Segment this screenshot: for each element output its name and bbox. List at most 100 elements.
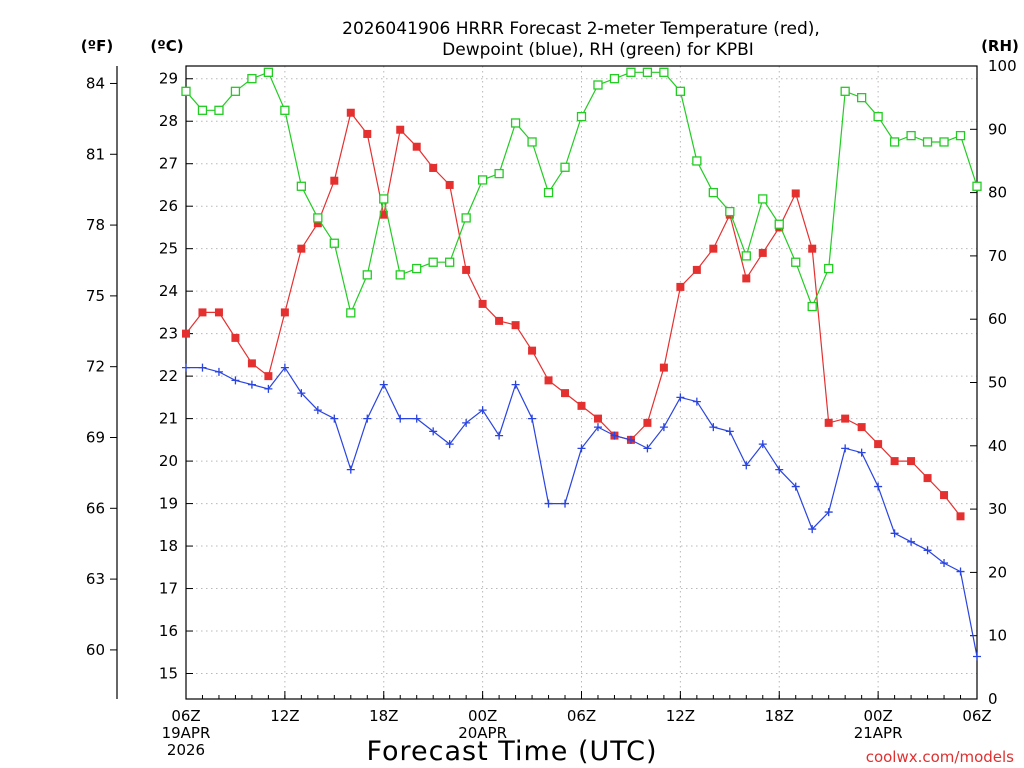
x-tick-label: 00Z xyxy=(863,707,892,725)
x-tick-label: 06Z xyxy=(171,707,200,725)
fahrenheit-tick-label: 81 xyxy=(86,145,105,163)
rh-point xyxy=(543,187,554,198)
temperature-point xyxy=(429,163,438,172)
celsius-tick-label: 21 xyxy=(159,410,178,428)
rh-tick-label: 70 xyxy=(988,247,1007,265)
dewpoint-point xyxy=(626,435,635,444)
celsius-tick-label: 18 xyxy=(159,537,178,555)
rh-point xyxy=(774,219,784,229)
fahrenheit-tick-label: 78 xyxy=(86,216,105,234)
fahrenheit-tick-label: 69 xyxy=(86,428,105,446)
temperature-point xyxy=(692,265,701,274)
temperature-point xyxy=(841,414,850,423)
rh-point xyxy=(758,194,768,204)
temperature-point xyxy=(659,363,668,372)
dewpoint-point xyxy=(198,363,207,372)
temperature-point xyxy=(264,372,273,381)
rh-point xyxy=(230,86,241,96)
rh-tick-label: 30 xyxy=(988,500,1007,518)
temperature-point xyxy=(676,282,685,291)
rh-point xyxy=(477,175,488,185)
x-tick-label: 12Z xyxy=(270,707,299,725)
dewpoint-point xyxy=(363,414,372,423)
temperature-point xyxy=(412,142,421,151)
dewpoint-point xyxy=(478,406,487,415)
rh-point xyxy=(362,270,372,280)
rh-point xyxy=(445,257,455,267)
fahrenheit-tick-label: 66 xyxy=(86,499,105,517)
temperature-point xyxy=(462,265,471,274)
celsius-tick-label: 25 xyxy=(159,240,178,258)
rh-point xyxy=(741,251,751,261)
rh-point xyxy=(494,168,504,179)
dewpoint-point xyxy=(495,431,504,440)
rh-point xyxy=(197,105,208,115)
rh-tick-label: 90 xyxy=(988,120,1007,138)
dewpoint-point xyxy=(412,414,421,423)
dewpoint-point xyxy=(445,440,454,449)
dewpoint-point xyxy=(593,423,602,432)
rh-point xyxy=(593,80,603,90)
temperature-point xyxy=(709,244,718,253)
rh-point xyxy=(642,67,653,77)
temperature-point xyxy=(824,418,833,427)
x-tick-label: 19APR xyxy=(162,724,211,742)
x-tick-label: 06Z xyxy=(567,707,596,725)
celsius-tick-label: 24 xyxy=(159,282,178,300)
temperature-point xyxy=(313,219,322,228)
temperature-point xyxy=(396,125,405,134)
dewpoint-point xyxy=(214,367,223,376)
dewpoint-point xyxy=(577,444,586,453)
dewpoint-point xyxy=(874,482,883,491)
dewpoint-point xyxy=(528,414,537,423)
x-tick-label: 18Z xyxy=(765,707,794,725)
rh-point xyxy=(181,86,191,96)
rh-tick-label: 10 xyxy=(988,627,1007,645)
temperature-point xyxy=(791,189,800,198)
dewpoint-point xyxy=(857,448,866,457)
dewpoint-point xyxy=(396,414,405,423)
temperature-point xyxy=(742,274,751,283)
dewpoint-point xyxy=(709,423,718,432)
dewpoint-point xyxy=(231,376,240,385)
rh-point xyxy=(247,74,257,84)
dewpoint-point xyxy=(643,444,652,453)
rh-point xyxy=(939,137,949,147)
rh-point xyxy=(873,111,883,122)
temperature-point xyxy=(297,244,306,253)
x-tick-label: 21APR xyxy=(854,724,903,742)
dewpoint-point xyxy=(973,652,981,661)
x-tick-label: 06Z xyxy=(962,707,991,725)
dewpoint-point xyxy=(841,444,850,453)
dewpoint-point xyxy=(280,363,289,372)
dewpoint-point xyxy=(610,431,619,440)
celsius-tick-label: 28 xyxy=(159,112,178,130)
dewpoint-point xyxy=(742,461,751,470)
temperature-point xyxy=(857,423,866,432)
x-tick-label: 00Z xyxy=(468,707,497,725)
dewpoint-point xyxy=(692,397,701,406)
rh-point xyxy=(527,137,537,147)
dewpoint-point xyxy=(824,508,833,517)
rh-point xyxy=(609,74,620,84)
temperature-point xyxy=(758,248,767,257)
chart-title-line-2: Dewpoint (blue), RH (green) for KPBI xyxy=(442,40,754,60)
dewpoint-point xyxy=(791,482,800,491)
rh-point xyxy=(510,118,521,128)
temperature-point xyxy=(528,346,537,355)
rh-tick-label: 0 xyxy=(988,690,998,708)
rh-unit-label: (RH) xyxy=(981,37,1019,55)
celsius-tick-label: 17 xyxy=(159,580,178,598)
rh-point xyxy=(840,86,850,96)
temperature-point xyxy=(445,180,454,189)
dewpoint-point xyxy=(676,393,685,402)
rh-point xyxy=(791,257,801,267)
dewpoint-point xyxy=(264,384,273,393)
temperature-point xyxy=(511,321,520,330)
x-tick-label: 2026 xyxy=(167,741,205,759)
rh-tick-label: 100 xyxy=(988,57,1017,75)
celsius-tick-label: 20 xyxy=(159,452,178,470)
rh-point xyxy=(329,238,339,248)
